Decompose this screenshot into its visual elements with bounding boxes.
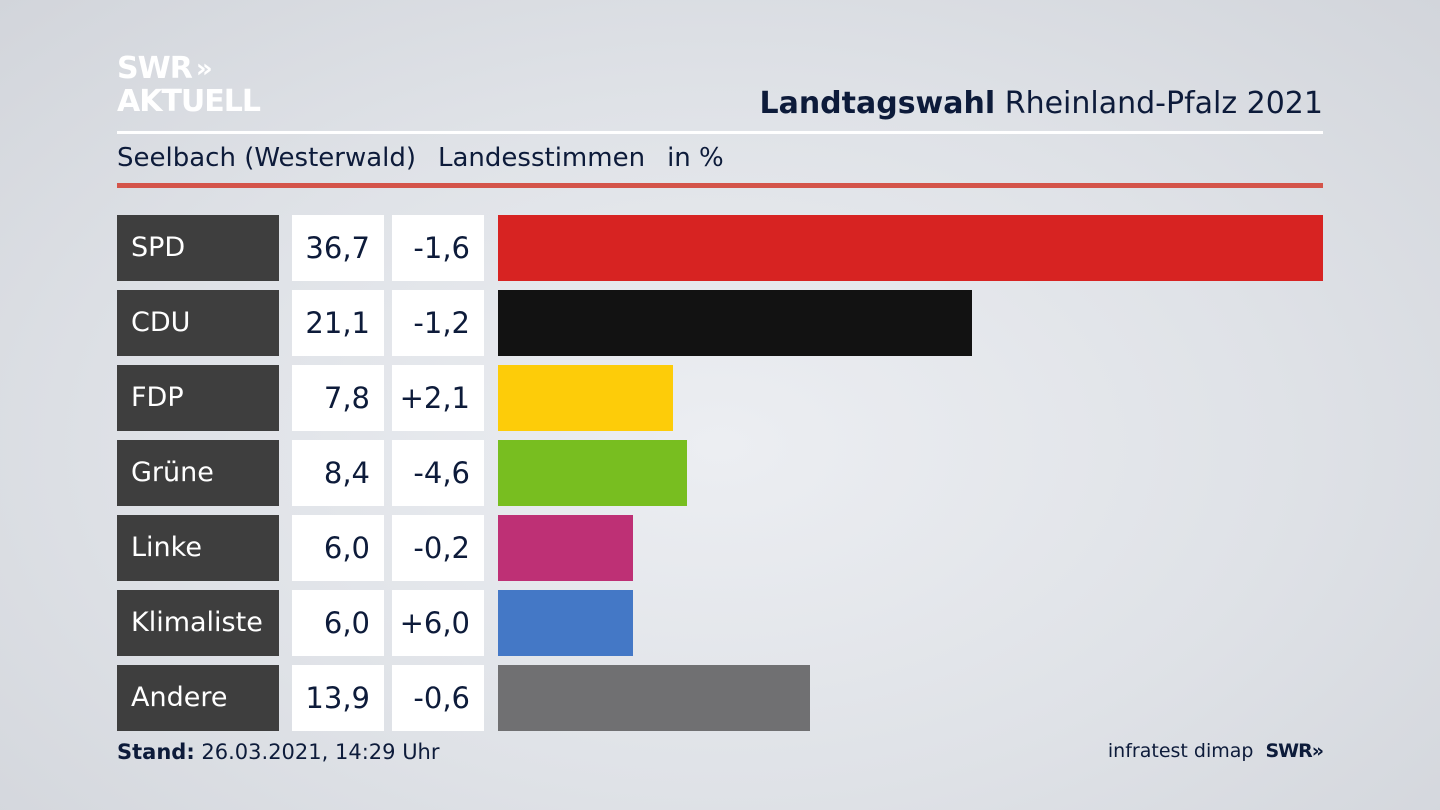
- subheader: Seelbach (Westerwald) Landesstimmen in %: [117, 143, 724, 173]
- chart-row: FDP 7,8 +2,1: [0, 365, 1440, 431]
- party-label: CDU: [117, 290, 279, 356]
- vote-share-bar: [498, 365, 673, 431]
- vote-change-value: -0,2: [392, 515, 484, 581]
- header-divider: [117, 131, 1323, 134]
- party-label: SPD: [117, 215, 279, 281]
- page-title: Landtagswahl Rheinland-Pfalz 2021: [759, 86, 1323, 121]
- title-bold: Landtagswahl: [759, 86, 996, 121]
- vote-share-value: 36,7: [292, 215, 384, 281]
- vote-share-bar: [498, 215, 1323, 281]
- subheader-place: Seelbach (Westerwald): [117, 143, 417, 173]
- vote-share-bar: [498, 290, 972, 356]
- chart-row: Andere 13,9 -0,6: [0, 665, 1440, 731]
- swr-logo-small: SWR»: [1265, 740, 1324, 762]
- party-label: Klimaliste: [117, 590, 279, 656]
- chart-row: Klimaliste 6,0 +6,0: [0, 590, 1440, 656]
- vote-share-value: 13,9: [292, 665, 384, 731]
- subheader-type: Landesstimmen: [438, 143, 646, 173]
- title-rest: Rheinland-Pfalz 2021: [1004, 86, 1323, 121]
- vote-change-value: -1,2: [392, 290, 484, 356]
- source-credit: infratest dimap SWR»: [1107, 740, 1324, 762]
- vote-share-bar: [498, 515, 633, 581]
- timestamp: Stand: 26.03.2021, 14:29 Uhr: [117, 740, 440, 764]
- vote-share-value: 8,4: [292, 440, 384, 506]
- vote-share-value: 21,1: [292, 290, 384, 356]
- party-label: Andere: [117, 665, 279, 731]
- vote-share-bar: [498, 665, 810, 731]
- swr-aktuell-logo: SWR» AKTUELL: [117, 51, 261, 119]
- vote-share-value: 7,8: [292, 365, 384, 431]
- subheader-divider: [117, 183, 1323, 188]
- vote-change-value: -0,6: [392, 665, 484, 731]
- stand-value: 26.03.2021, 14:29 Uhr: [201, 740, 440, 764]
- vote-change-value: +6,0: [392, 590, 484, 656]
- chart-row: Grüne 8,4 -4,6: [0, 440, 1440, 506]
- vote-change-value: -4,6: [392, 440, 484, 506]
- vote-share-bar: [498, 590, 633, 656]
- vote-share-value: 6,0: [292, 590, 384, 656]
- party-label: Grüne: [117, 440, 279, 506]
- source-label: infratest dimap: [1107, 740, 1254, 762]
- stand-label: Stand:: [117, 740, 195, 764]
- vote-change-value: +2,1: [392, 365, 484, 431]
- logo-line2: AKTUELL: [117, 84, 261, 119]
- vote-share-bar: [498, 440, 687, 506]
- chart-row: Linke 6,0 -0,2: [0, 515, 1440, 581]
- subheader-unit: in %: [667, 143, 724, 173]
- chart-row: SPD 36,7 -1,6: [0, 215, 1440, 281]
- party-label: Linke: [117, 515, 279, 581]
- vote-change-value: -1,6: [392, 215, 484, 281]
- vote-share-value: 6,0: [292, 515, 384, 581]
- logo-line1: SWR: [117, 51, 193, 86]
- party-label: FDP: [117, 365, 279, 431]
- chart-row: CDU 21,1 -1,2: [0, 290, 1440, 356]
